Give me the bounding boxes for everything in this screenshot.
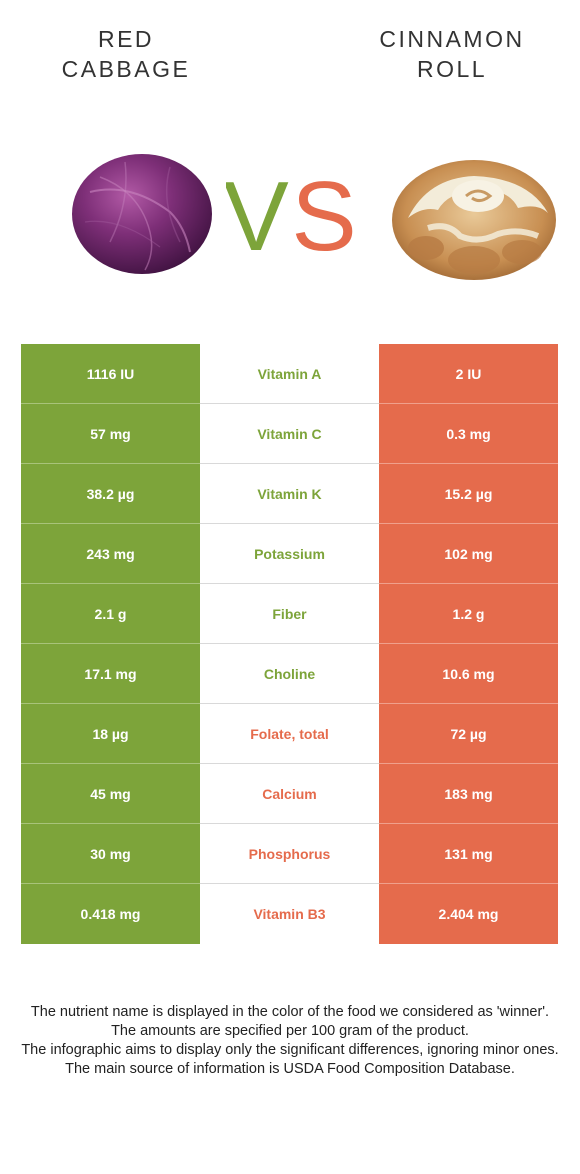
left-food-title-line-1: RED — [97, 26, 155, 52]
table-row: 57 mg Vitamin C 0.3 mg — [21, 404, 558, 464]
nutrient-name: Potassium — [200, 524, 379, 584]
left-food-title-line-2: CABBAGE — [61, 56, 191, 82]
nutrient-name: Vitamin K — [200, 464, 379, 524]
right-value: 72 µg — [379, 704, 558, 764]
left-value: 38.2 µg — [21, 464, 200, 524]
left-value: 30 mg — [21, 824, 200, 884]
table-row: 243 mg Potassium 102 mg — [21, 524, 558, 584]
table-row: 2.1 g Fiber 1.2 g — [21, 584, 558, 644]
left-value: 18 µg — [21, 704, 200, 764]
vs-letter-s: S — [291, 168, 356, 258]
right-value: 183 mg — [379, 764, 558, 824]
right-value: 0.3 mg — [379, 404, 558, 464]
table-row: 18 µg Folate, total 72 µg — [21, 704, 558, 764]
right-food-title-line-1: CINNAMON — [379, 26, 525, 52]
left-value: 243 mg — [21, 524, 200, 584]
footnotes: The nutrient name is displayed in the co… — [20, 1003, 560, 1079]
table-row: 38.2 µg Vitamin K 15.2 µg — [21, 464, 558, 524]
right-food-title-line-2: ROLL — [416, 56, 488, 82]
left-value: 17.1 mg — [21, 644, 200, 704]
note-1: The nutrient name is displayed in the co… — [30, 1004, 550, 1020]
right-value: 2.404 mg — [379, 884, 558, 944]
table-row: 17.1 mg Choline 10.6 mg — [21, 644, 558, 704]
nutrient-name: Folate, total — [200, 704, 379, 764]
note-2: The amounts are specified per 100 gram o… — [111, 1023, 469, 1039]
right-value: 15.2 µg — [379, 464, 558, 524]
right-food-title: CINNAMON ROLL — [352, 24, 552, 84]
nutrient-name: Choline — [200, 644, 379, 704]
nutrient-name: Calcium — [200, 764, 379, 824]
left-value: 45 mg — [21, 764, 200, 824]
right-value: 1.2 g — [379, 584, 558, 644]
right-value: 10.6 mg — [379, 644, 558, 704]
note-4: The main source of information is USDA F… — [65, 1061, 515, 1077]
nutrient-name: Vitamin C — [200, 404, 379, 464]
table-row: 45 mg Calcium 183 mg — [21, 764, 558, 824]
left-value: 57 mg — [21, 404, 200, 464]
left-value: 2.1 g — [21, 584, 200, 644]
note-3: The infographic aims to display only the… — [21, 1042, 559, 1058]
nutrient-name: Vitamin B3 — [200, 884, 379, 944]
table-row: 0.418 mg Vitamin B3 2.404 mg — [21, 884, 558, 944]
nutrient-name: Phosphorus — [200, 824, 379, 884]
left-food-title: RED CABBAGE — [26, 24, 226, 84]
left-value: 1116 IU — [21, 344, 200, 404]
left-value: 0.418 mg — [21, 884, 200, 944]
vs-label: V S — [226, 168, 356, 258]
right-value: 102 mg — [379, 524, 558, 584]
red-cabbage-image — [72, 154, 212, 274]
table-row: 30 mg Phosphorus 131 mg — [21, 824, 558, 884]
nutrient-name: Fiber — [200, 584, 379, 644]
nutrient-name: Vitamin A — [200, 344, 379, 404]
vs-letter-v: V — [226, 168, 289, 258]
cinnamon-roll-image — [392, 160, 556, 280]
right-value: 2 IU — [379, 344, 558, 404]
right-value: 131 mg — [379, 824, 558, 884]
